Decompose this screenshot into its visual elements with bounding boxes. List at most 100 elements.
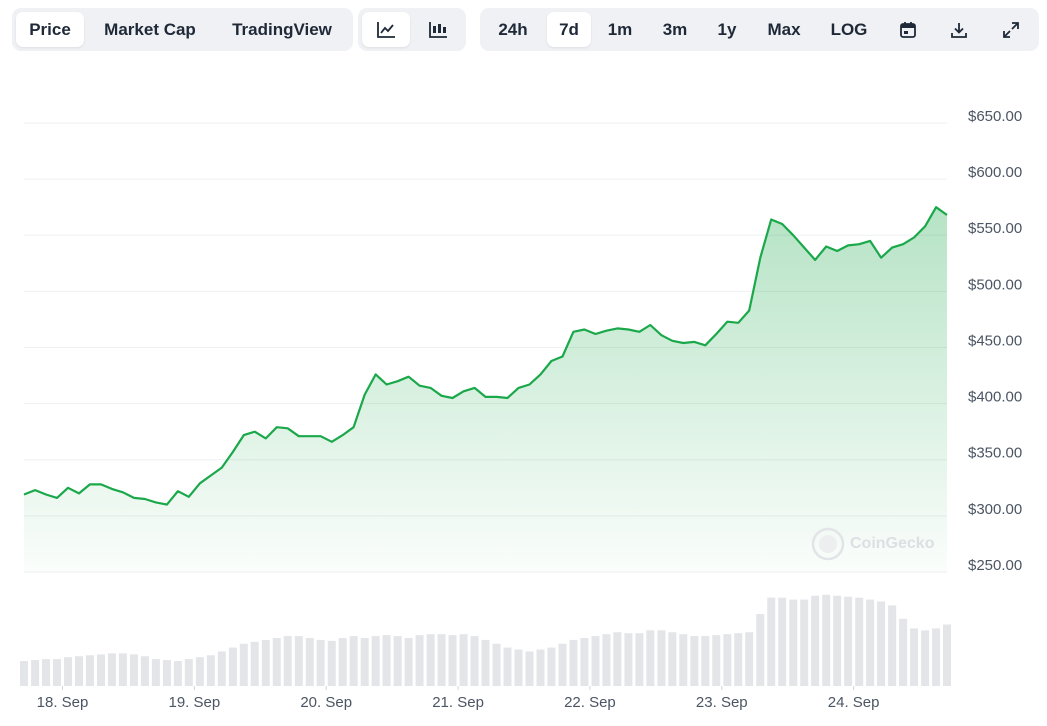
watermark: CoinGecko	[811, 527, 935, 561]
volume-bar	[393, 636, 402, 686]
volume-bar	[360, 638, 369, 686]
volume-bar	[778, 597, 787, 686]
range-tab[interactable]: Max	[767, 20, 801, 39]
volume-bar	[195, 657, 204, 686]
volume-bar	[64, 657, 73, 686]
volume-bar	[756, 614, 765, 686]
volume-bar	[877, 601, 886, 686]
range-tab[interactable]: LOG	[830, 20, 868, 39]
volume-bar	[437, 634, 446, 686]
calendar-button[interactable]	[889, 12, 927, 47]
range-tab[interactable]: 1y	[717, 20, 737, 39]
volume-bar	[448, 635, 457, 686]
volume-bar	[910, 628, 919, 686]
volume-bar	[624, 633, 633, 686]
volume-bar	[151, 659, 160, 686]
volume-bar	[701, 636, 710, 686]
volume-bar	[107, 653, 116, 686]
volume-bar	[690, 636, 699, 686]
volume-bar	[943, 624, 951, 686]
volume-bar	[129, 654, 138, 686]
candle-chart-button[interactable]	[414, 12, 462, 47]
y-tick-label: $650.00	[968, 108, 1022, 125]
volume-bar	[536, 649, 545, 686]
volume-bar	[613, 632, 622, 686]
volume-bar	[668, 632, 677, 686]
y-tick-label: $300.00	[968, 501, 1022, 518]
x-tick-label: 19. Sep	[169, 694, 221, 711]
range-tab[interactable]: 3m	[662, 20, 688, 39]
volume-bar	[349, 636, 358, 686]
volume-bar	[580, 638, 589, 686]
volume-bar	[800, 599, 809, 686]
volume-bar	[844, 596, 853, 686]
volume-bar	[250, 641, 259, 686]
x-tick-label: 22. Sep	[564, 694, 616, 711]
range-tab[interactable]: 24h	[498, 20, 528, 39]
volume-bar	[382, 635, 391, 686]
volume-bar	[415, 635, 424, 686]
volume-bar	[745, 632, 754, 686]
range-tab[interactable]: 7d	[547, 12, 591, 47]
volume-bar	[228, 647, 237, 686]
y-tick-label: $250.00	[968, 557, 1022, 574]
volume-bar	[338, 638, 347, 686]
volume-bar	[547, 647, 556, 686]
volume-bar	[31, 660, 40, 686]
volume-bar	[558, 643, 567, 686]
view-tab[interactable]: TradingView	[232, 20, 332, 39]
volume-bar	[503, 647, 512, 686]
volume-bar	[97, 654, 106, 686]
price-line	[23, 206, 948, 506]
x-tick-label: 18. Sep	[37, 694, 89, 711]
volume-bar	[239, 643, 248, 686]
volume-bar	[85, 655, 94, 686]
y-tick-label: $400.00	[968, 389, 1022, 406]
view-tab[interactable]: Market Cap	[104, 20, 196, 39]
volume-bar	[294, 636, 303, 686]
volume-bar	[404, 638, 413, 686]
volume-bar	[811, 595, 820, 686]
range-tab[interactable]: 1m	[607, 20, 633, 39]
chart-style	[358, 8, 466, 51]
x-tick-label: 21. Sep	[432, 694, 484, 711]
volume-bar	[305, 638, 314, 686]
volume-bar	[932, 628, 941, 686]
view-tabs: Price Market Cap TradingView	[12, 8, 353, 51]
download-button[interactable]	[940, 12, 978, 47]
volume-bar	[723, 634, 732, 686]
view-tab[interactable]: Price	[16, 12, 84, 47]
x-tick-label: 24. Sep	[828, 694, 880, 711]
volume-bar	[712, 635, 721, 686]
volume-bar	[261, 639, 270, 686]
volume-bar	[459, 634, 468, 686]
volume-bar	[635, 633, 644, 686]
y-tick-label: $350.00	[968, 445, 1022, 462]
volume-bar	[866, 599, 875, 686]
volume-bar	[591, 636, 600, 686]
volume-bar	[272, 638, 281, 686]
volume-bar	[525, 651, 534, 686]
volume-bar	[646, 630, 655, 686]
volume-bar	[569, 639, 578, 686]
y-tick-label: $550.00	[968, 220, 1022, 237]
volume-bar	[283, 636, 292, 686]
volume-bar	[679, 634, 688, 686]
volume-bar	[734, 633, 743, 686]
y-tick-label: $600.00	[968, 164, 1022, 181]
volume-bar	[602, 634, 611, 686]
volume-bar	[184, 659, 193, 686]
volume-bar	[173, 661, 182, 686]
volume-bar	[426, 634, 435, 686]
volume-bar	[470, 636, 479, 686]
volume-bar	[481, 639, 490, 686]
expand-button[interactable]	[992, 12, 1030, 47]
volume-bar	[888, 605, 897, 686]
volume-bar	[217, 651, 226, 686]
volume-bar	[371, 636, 380, 686]
line-chart-button[interactable]	[362, 12, 410, 47]
volume-bar	[20, 661, 28, 686]
volume-bar	[789, 599, 798, 686]
area-fill	[24, 207, 947, 572]
